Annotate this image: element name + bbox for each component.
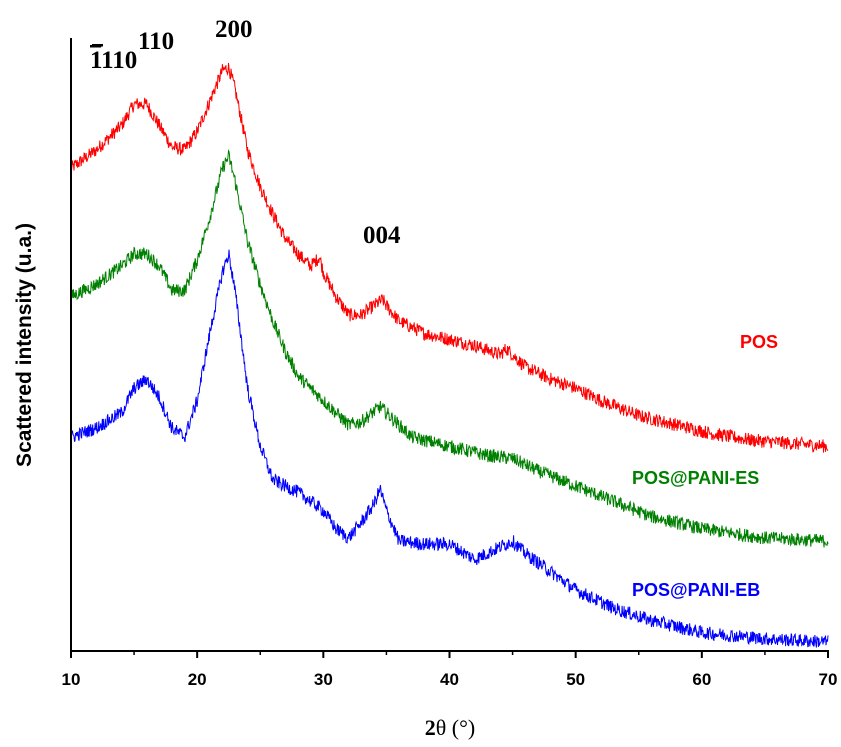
series-label-pos: POS (740, 332, 778, 352)
x-axis-title-suffix: (°) (446, 715, 475, 740)
x-tick-label-20: 20 (188, 670, 207, 689)
x-axis-title-prefix: 2 (425, 715, 436, 740)
peak-label-1bar10-rest: 110 (101, 47, 137, 74)
x-tick-label-10: 10 (62, 670, 81, 689)
x-axis-title: 2θ (°) (425, 715, 476, 740)
x-tick-label-60: 60 (692, 670, 711, 689)
x-tick-label-70: 70 (819, 670, 838, 689)
x-tick-label-30: 30 (314, 670, 333, 689)
series-line-pos-pani-eb (70, 249, 829, 648)
series-line-pos (70, 62, 829, 453)
x-tick-label-40: 40 (440, 670, 459, 689)
x-tick-label-50: 50 (566, 670, 585, 689)
series-label-pos-pani-es: POS@PANI-ES (632, 468, 759, 488)
peak-label-110: 110 (138, 28, 174, 55)
peak-label-004: 004 (363, 222, 401, 249)
series-layer (70, 62, 829, 648)
peak-label-overbar-digit: 1 (90, 47, 102, 74)
y-axis-title: Scattered intensity (u.a.) (13, 223, 36, 467)
x-axis-title-symbol: θ (436, 715, 447, 740)
series-line-pos-pani-es (70, 149, 829, 548)
series-label-pos-pani-eb: POS@PANI-EB (632, 580, 760, 600)
x-ticks: 10 20 30 40 50 60 70 (62, 651, 838, 689)
peak-label-1bar10: 1110 (90, 47, 137, 74)
overbar-line (92, 44, 103, 47)
peak-label-200: 200 (215, 16, 253, 43)
